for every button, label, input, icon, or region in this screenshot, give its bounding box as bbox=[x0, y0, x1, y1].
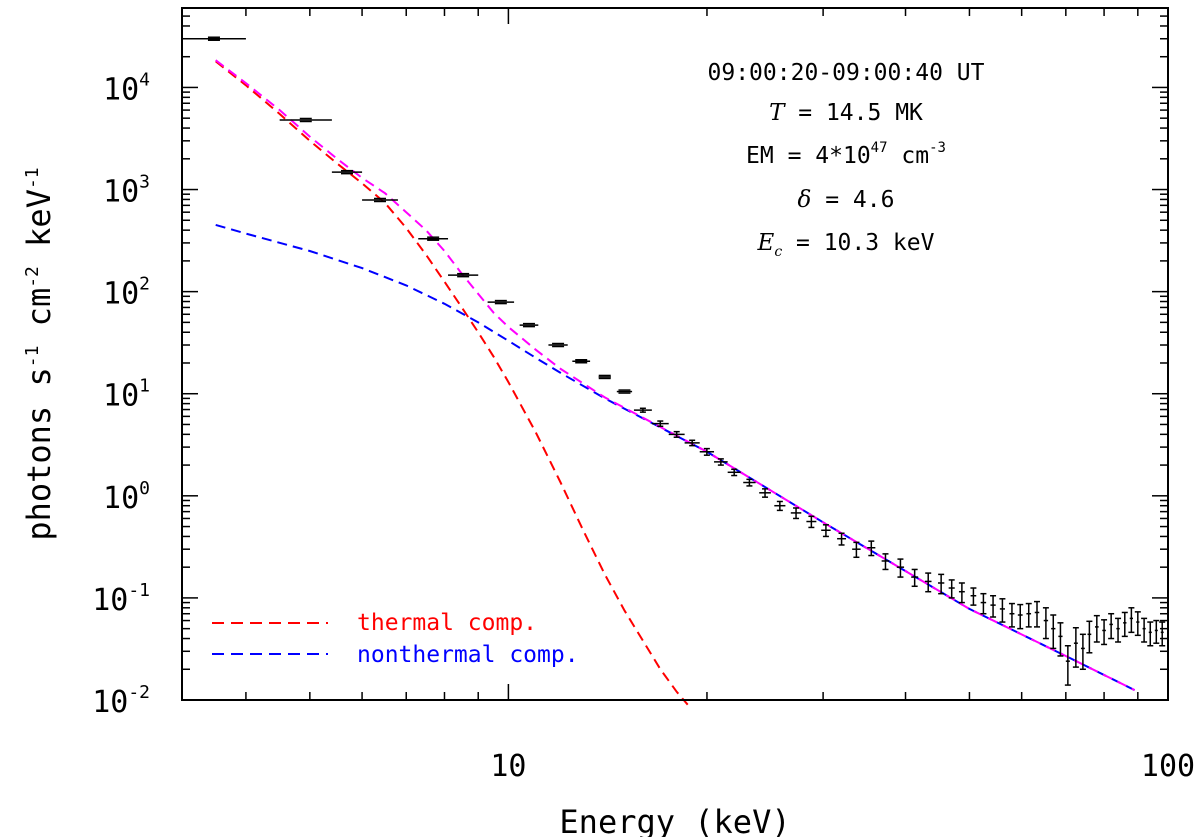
data-point bbox=[1079, 633, 1086, 671]
data-point bbox=[182, 36, 246, 41]
data-point bbox=[881, 553, 890, 571]
legend: thermal comp. nonthermal comp. bbox=[212, 610, 579, 668]
y-tick-label: 10-1 bbox=[92, 580, 150, 618]
data-point bbox=[790, 507, 802, 520]
data-point bbox=[1057, 622, 1064, 657]
data-point bbox=[1141, 617, 1148, 643]
y-tick-label: 101 bbox=[103, 376, 150, 414]
data-point bbox=[684, 439, 700, 447]
data-point bbox=[448, 272, 479, 278]
annotation-time: 09:00:20-09:00:40 UT bbox=[708, 60, 985, 86]
annotation-cutoff-energy: Ec = 10.3 keV bbox=[757, 230, 935, 260]
data-point bbox=[279, 117, 332, 123]
data-point bbox=[699, 447, 715, 456]
data-point bbox=[572, 358, 591, 364]
y-tick-label: 104 bbox=[103, 69, 150, 107]
data-point bbox=[633, 407, 652, 413]
series-lines bbox=[215, 59, 1136, 706]
data-point bbox=[519, 322, 539, 328]
data-point bbox=[852, 541, 861, 559]
data-point bbox=[937, 573, 945, 595]
axis-ticks bbox=[182, 7, 1169, 701]
data-point bbox=[1108, 612, 1115, 640]
data-point bbox=[958, 582, 965, 604]
data-point bbox=[1128, 607, 1135, 634]
total-model-curve bbox=[215, 59, 1136, 691]
data-point bbox=[1033, 600, 1040, 628]
data-point bbox=[1159, 621, 1166, 647]
data-point bbox=[980, 592, 987, 615]
x-tick-label: 10 bbox=[490, 749, 526, 784]
y-tick-label: 10-2 bbox=[92, 682, 150, 720]
data-point bbox=[911, 568, 919, 588]
data-point bbox=[806, 515, 817, 529]
data-point bbox=[714, 458, 728, 466]
data-point bbox=[990, 594, 997, 618]
x-axis-label: Energy (keV) bbox=[559, 803, 790, 837]
plot-frame bbox=[181, 7, 1169, 701]
data-point bbox=[837, 532, 847, 546]
legend-nonthermal-label: nonthermal comp. bbox=[357, 642, 579, 668]
data-point bbox=[1134, 611, 1141, 637]
x-tick-label: 100 bbox=[1141, 749, 1195, 784]
data-point bbox=[867, 540, 876, 557]
data-point bbox=[1042, 607, 1049, 640]
annotation-block: 09:00:20-09:00:40 UT T = 14.5 MK EM = 4*… bbox=[708, 60, 985, 260]
data-point bbox=[948, 579, 955, 599]
data-point bbox=[1017, 603, 1024, 630]
data-point bbox=[999, 598, 1006, 623]
data-point bbox=[970, 587, 977, 606]
data-point bbox=[1121, 611, 1128, 638]
legend-thermal-label: thermal comp. bbox=[357, 610, 537, 636]
data-point bbox=[1050, 614, 1057, 650]
y-tick-label: 103 bbox=[103, 172, 150, 210]
data-point bbox=[1008, 602, 1015, 628]
data-point bbox=[1153, 619, 1160, 644]
data-point bbox=[651, 420, 669, 428]
data-point bbox=[598, 374, 611, 380]
data-point bbox=[1064, 644, 1071, 686]
data-point bbox=[774, 500, 786, 512]
y-tick-label: 100 bbox=[103, 478, 150, 516]
tick-labels: 10 100 104 103 102 101 100 10-1 10-2 bbox=[92, 69, 1195, 784]
data-point bbox=[727, 468, 741, 477]
data-point bbox=[743, 478, 756, 487]
annotation-delta: δ = 4.6 bbox=[798, 187, 895, 213]
data-point bbox=[362, 197, 398, 203]
data-point bbox=[1101, 619, 1108, 646]
data-point bbox=[896, 558, 905, 578]
data-point bbox=[759, 488, 771, 498]
y-axis-label: photons s-1 cm-2 keV-1 bbox=[20, 167, 58, 540]
data-point bbox=[548, 342, 568, 348]
data-point bbox=[616, 389, 633, 394]
data-point bbox=[331, 169, 363, 175]
data-points bbox=[182, 36, 1166, 686]
data-point bbox=[1025, 602, 1032, 628]
data-point bbox=[487, 299, 515, 305]
data-point bbox=[924, 572, 932, 593]
data-point bbox=[821, 524, 831, 538]
data-point bbox=[1093, 614, 1100, 643]
data-point bbox=[668, 430, 685, 438]
data-point bbox=[418, 236, 449, 241]
annotation-temperature: T = 14.5 MK bbox=[769, 100, 923, 126]
annotation-emission-measure: EM = 4*1047 cm-3 bbox=[746, 140, 946, 169]
y-tick-label: 102 bbox=[103, 274, 150, 312]
data-point bbox=[1072, 627, 1079, 668]
data-point bbox=[1147, 621, 1154, 647]
data-point bbox=[1086, 620, 1093, 654]
thermal-component-curve bbox=[215, 60, 689, 706]
data-point bbox=[1115, 617, 1122, 643]
